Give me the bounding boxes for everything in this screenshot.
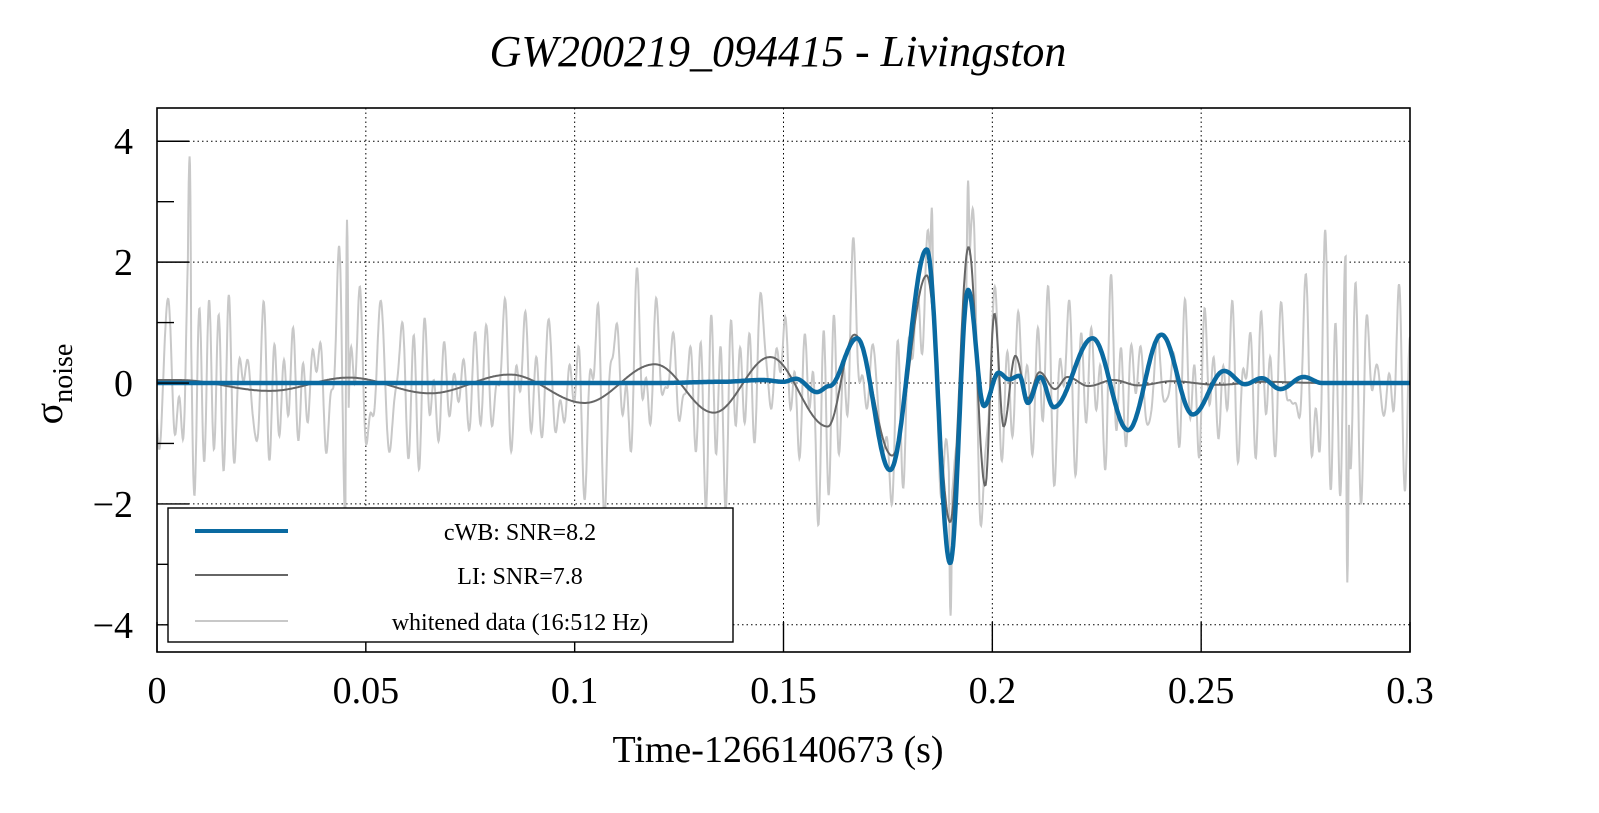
y-tick-labels: −4 −2 0 2 4: [93, 121, 133, 647]
y-axis-label-symbol: σ: [26, 403, 71, 425]
y-tick-label: 2: [114, 242, 133, 284]
x-tick-label: 0.15: [750, 670, 817, 712]
x-tick-labels: 0 0.05 0.1 0.15 0.2 0.25 0.3: [148, 670, 1434, 712]
y-tick-label: −4: [93, 605, 133, 647]
x-axis-label: Time-1266140673 (s): [612, 729, 943, 771]
x-tick-label: 0.2: [969, 670, 1017, 712]
legend-label-whitened: whitened data (16:512 Hz): [392, 610, 649, 636]
legend-label-cwb: cWB: SNR=8.2: [444, 520, 596, 546]
x-tick-label: 0.25: [1168, 670, 1235, 712]
y-tick-label: −2: [93, 484, 133, 526]
x-tick-label: 0.05: [333, 670, 400, 712]
x-tick-label: 0: [148, 670, 167, 712]
y-tick-label: 4: [114, 121, 133, 163]
legend-label-li: LI: SNR=7.8: [457, 564, 583, 590]
series-cwb: [157, 247, 1410, 566]
y-axis-label: σnoise: [26, 344, 79, 425]
chart-title: GW200219_094415 - Livingston: [490, 27, 1067, 76]
y-axis-label-subscript: noise: [48, 344, 79, 403]
x-tick-label: 0.1: [551, 670, 599, 712]
svg-text:σnoise: σnoise: [26, 344, 79, 425]
legend: cWB: SNR=8.2 LI: SNR=7.8 whitened data (…: [167, 507, 734, 643]
series-li: [157, 246, 1410, 524]
series-whitened-data: [157, 156, 1410, 616]
y-tick-label: 0: [114, 363, 133, 405]
plot-area: [156, 107, 1411, 653]
x-tick-label: 0.3: [1386, 670, 1434, 712]
